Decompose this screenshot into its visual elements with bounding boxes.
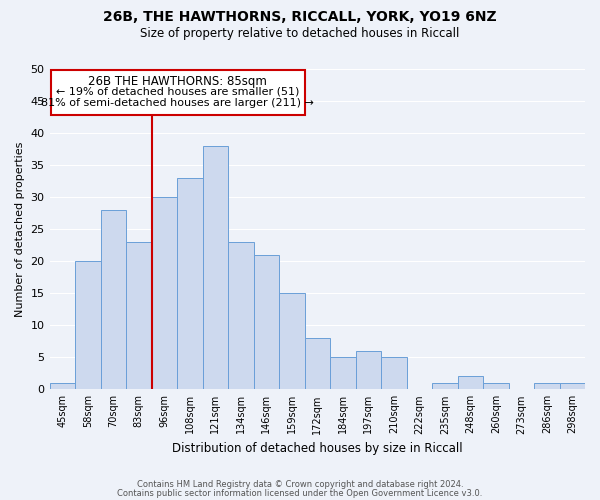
Bar — [305, 338, 330, 390]
Bar — [50, 383, 75, 390]
Bar — [228, 242, 254, 390]
Text: Size of property relative to detached houses in Riccall: Size of property relative to detached ho… — [140, 28, 460, 40]
Bar — [330, 358, 356, 390]
Bar — [101, 210, 126, 390]
Bar — [177, 178, 203, 390]
Text: 26B, THE HAWTHORNS, RICCALL, YORK, YO19 6NZ: 26B, THE HAWTHORNS, RICCALL, YORK, YO19 … — [103, 10, 497, 24]
FancyBboxPatch shape — [51, 70, 305, 115]
Text: Contains public sector information licensed under the Open Government Licence v3: Contains public sector information licen… — [118, 488, 482, 498]
Bar — [152, 197, 177, 390]
Text: 81% of semi-detached houses are larger (211) →: 81% of semi-detached houses are larger (… — [41, 98, 314, 108]
Bar — [126, 242, 152, 390]
Y-axis label: Number of detached properties: Number of detached properties — [15, 142, 25, 317]
Bar — [381, 358, 407, 390]
Bar — [560, 383, 585, 390]
Text: Contains HM Land Registry data © Crown copyright and database right 2024.: Contains HM Land Registry data © Crown c… — [137, 480, 463, 489]
Bar — [356, 351, 381, 390]
Bar — [254, 255, 279, 390]
X-axis label: Distribution of detached houses by size in Riccall: Distribution of detached houses by size … — [172, 442, 463, 455]
Bar — [432, 383, 458, 390]
Bar — [203, 146, 228, 390]
Text: ← 19% of detached houses are smaller (51): ← 19% of detached houses are smaller (51… — [56, 87, 299, 97]
Text: 26B THE HAWTHORNS: 85sqm: 26B THE HAWTHORNS: 85sqm — [88, 76, 267, 88]
Bar — [534, 383, 560, 390]
Bar — [458, 376, 483, 390]
Bar — [483, 383, 509, 390]
Bar — [75, 261, 101, 390]
Bar — [279, 293, 305, 390]
